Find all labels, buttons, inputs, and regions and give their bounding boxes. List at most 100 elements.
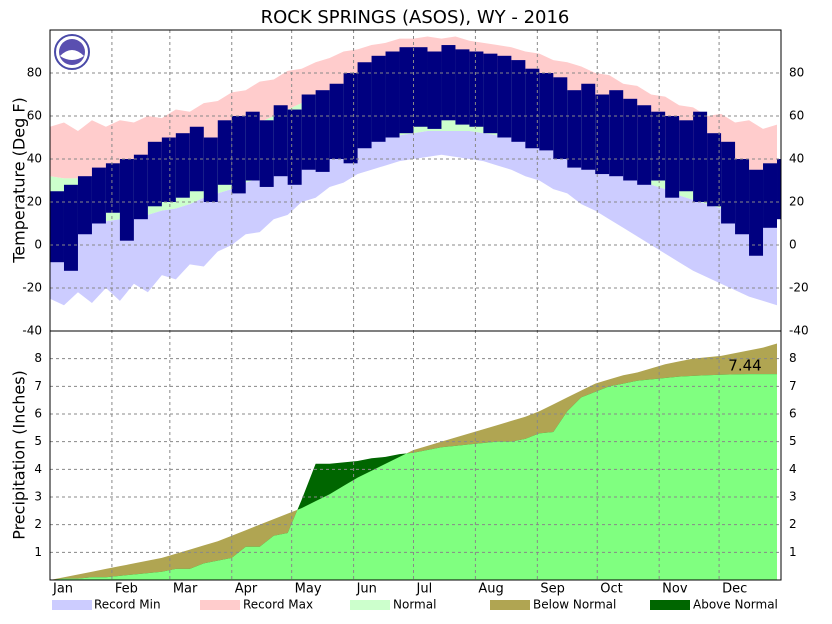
legend-label: Record Min [94,598,161,612]
y-tick-label: -20 [22,281,42,295]
observed-bar [147,141,162,207]
y-tick-label: 7 [789,379,797,393]
legend-label: Record Max [243,598,313,612]
observed-bar [119,159,134,241]
y-tick-label: 60 [789,109,804,123]
legend-swatch [350,600,390,610]
plot-frame [49,330,782,581]
y-tick-label: 60 [27,109,42,123]
legend-label: Normal [393,598,436,612]
observed-bar [609,90,624,177]
observed-bar [175,133,190,198]
observed-bar [581,83,596,170]
y-tick-label: 20 [789,195,804,209]
y-tick-label: 7 [34,379,42,393]
x-tick-label: Mar [173,582,198,597]
y-tick-label: 40 [789,152,804,166]
record-min-area [50,131,778,306]
chart-title: ROCK SPRINGS (ASOS), WY - 2016 [261,7,570,28]
x-tick-label: Jan [52,582,73,597]
legend-swatch [52,600,92,610]
observed-bar [77,176,92,235]
y-tick-label: 6 [34,407,42,421]
x-tick-label: Nov [662,582,688,597]
y-tick-label: 1 [789,545,797,559]
legend-swatch [490,600,530,610]
observed-bar [721,141,736,224]
observed-bar [665,116,680,198]
observed-bar [735,159,750,235]
y-tick-label: 20 [27,195,42,209]
y-axis-label: Temperature (Deg F) [10,97,29,264]
observed-bar [259,120,274,187]
observed-bar [777,159,781,220]
y-tick-label: 1 [34,545,42,559]
y-tick-label: 6 [789,407,797,421]
x-tick-label: Dec [722,582,747,597]
observed-bar [287,109,302,185]
y-tick-label: -40 [22,324,42,338]
y-tick-label: 5 [34,434,42,448]
observed-bar [749,169,764,256]
y-tick-label: 80 [789,66,804,80]
observed-bar [441,45,456,121]
y-tick-label: -40 [789,324,809,338]
observed-bar [413,47,428,127]
observed-bar [385,51,400,138]
observed-bar [231,116,246,194]
annotation: 7.44 [728,357,761,375]
observed-bar [91,167,106,224]
observed-bar [567,90,582,168]
y-tick-label: -20 [789,281,809,295]
observed-bar [301,94,316,170]
y-tick-label: 8 [789,351,797,365]
observed-bar [595,94,610,175]
observed-bar [371,55,386,142]
observed-bar [161,137,176,202]
noaa-logo [54,34,90,70]
observed-bar [679,120,694,192]
observed-bar [693,111,708,202]
y-tick-label: 4 [789,462,797,476]
y-tick-label: 3 [34,490,42,504]
observed-bar [707,133,722,207]
observed-bar [637,105,652,185]
observed-bar [469,51,484,127]
x-tick-label: May [295,582,322,597]
observed-bar [217,120,232,185]
x-tick-label: Feb [115,582,138,597]
observed-bar [511,60,526,142]
x-tick-label: Oct [600,582,622,597]
y-tick-label: 2 [34,517,42,531]
observed-bar [245,111,260,181]
plots: -40 -40 -20 -20 0 0 20 20 40 40 60 60 80 80 7.44 1 1 2 2 3 3… [22,29,809,597]
y-tick-label: 8 [34,351,42,365]
observed-bar [105,163,120,213]
observed-bar [483,53,498,134]
y-tick-label: 3 [789,490,797,504]
y-tick-label: 40 [27,152,42,166]
observed-bar [63,184,78,271]
y-tick-label: 80 [27,66,42,80]
observed-bar [50,191,64,263]
y-axis-label: Precipitation (Inches) [10,370,29,540]
observed-bar [553,77,568,159]
observed-bar [273,105,288,177]
y-tick-label: 4 [34,462,42,476]
x-tick-label: Aug [478,582,503,597]
observed-bar [623,98,638,181]
observed-bar [651,111,666,181]
observed-bar [203,137,218,202]
x-tick-label: Jun [356,582,377,597]
observed-bar [357,62,372,149]
observed-area [50,374,778,580]
observed-bar [763,163,778,228]
observed-bar [343,73,358,164]
observed-bar [133,154,148,220]
observed-bar [329,83,344,159]
legend-swatch [650,600,690,610]
observed-bar [455,49,470,125]
observed-bar [399,47,414,134]
y-tick-label: 0 [34,238,42,252]
